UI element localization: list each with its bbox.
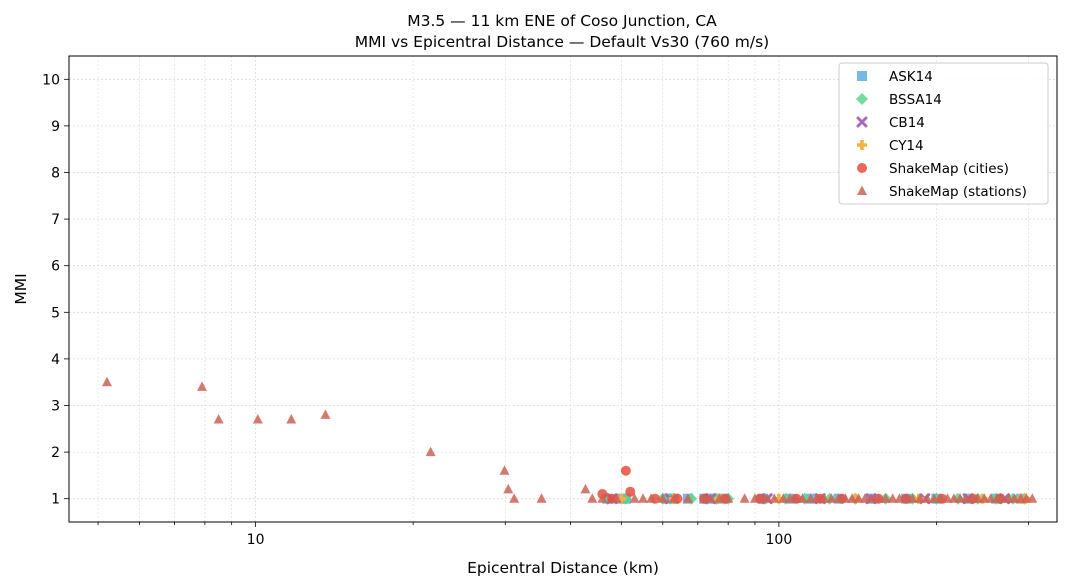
data-point [929, 493, 940, 503]
data-point [682, 493, 693, 503]
data-point [723, 493, 734, 503]
data-point [1009, 493, 1020, 503]
y-tick-label: 1 [51, 492, 60, 508]
data-point [657, 493, 668, 503]
y-tick-label: 4 [51, 352, 60, 368]
data-point [819, 493, 830, 503]
legend-marker [856, 93, 868, 105]
legend-entry: BSSA14 [889, 92, 942, 108]
data-point [797, 493, 808, 503]
y-tick-label: 2 [51, 445, 60, 461]
data-point [979, 493, 990, 503]
data-point [887, 493, 898, 503]
legend-entry: ASK14 [889, 69, 933, 85]
data-point [749, 493, 760, 503]
y-tick-label: 6 [51, 259, 60, 275]
legend-entry: ShakeMap (stations) [889, 184, 1027, 200]
data-point [509, 493, 520, 503]
data-point [894, 493, 905, 503]
data-point [873, 493, 884, 503]
legend-marker [857, 185, 867, 195]
y-tick-label: 10 [42, 72, 60, 88]
data-point [705, 493, 716, 503]
legend-marker [857, 71, 867, 81]
data-point [784, 493, 795, 503]
data-point [536, 493, 547, 503]
data-point [625, 486, 636, 497]
y-tick-label: 9 [51, 119, 60, 135]
data-point [739, 493, 750, 503]
data-point [853, 493, 864, 503]
data-point [714, 493, 725, 503]
data-point [499, 465, 510, 475]
y-tick-label: 8 [51, 166, 60, 182]
data-point [762, 493, 773, 503]
data-point [778, 493, 789, 503]
data-point [101, 376, 112, 387]
y-tick-label: 3 [51, 399, 60, 415]
x-tick-label: 100 [766, 532, 793, 548]
data-point [922, 493, 933, 503]
data-point [197, 381, 208, 391]
data-point [866, 493, 877, 503]
data-point [611, 493, 622, 503]
legend-entry: ShakeMap (cities) [889, 161, 1009, 177]
data-point [914, 493, 925, 503]
data-point [587, 493, 598, 503]
data-point [769, 493, 780, 503]
data-point [425, 446, 436, 457]
data-point [833, 493, 844, 503]
legend-box [838, 62, 1049, 205]
data-point [811, 493, 822, 503]
legend-marker [856, 116, 868, 128]
data-point [972, 493, 983, 503]
data-point [1027, 493, 1038, 503]
data-point [252, 413, 263, 424]
data-point [935, 493, 946, 503]
data-point [620, 465, 631, 476]
legend: ASK14 BSSA14 CB14 CY14 ShakeMap (cities) Shak… [838, 62, 1049, 205]
y-tick-label: 7 [51, 212, 60, 228]
y-axis-label: MMI [12, 273, 30, 304]
data-point [901, 493, 912, 503]
plot-area [101, 376, 1038, 505]
data-point [503, 483, 514, 494]
data-point [580, 483, 591, 494]
chart-subtitle: MMI vs Epicentral Distance — Default Vs3… [355, 33, 769, 51]
data-point [646, 493, 657, 503]
data-point [907, 493, 918, 503]
axes: 10 100 1 2 3 4 5 6 7 8 9 10 [42, 72, 1029, 548]
data-point [826, 493, 837, 503]
data-point [286, 413, 297, 424]
chart-title: M3.5 — 11 km ENE of Coso Junction, CA [407, 12, 717, 30]
data-point [880, 493, 891, 503]
data-point [638, 493, 649, 503]
x-tick-label: 10 [247, 532, 265, 548]
y-tick-label: 5 [51, 305, 60, 321]
data-point [847, 493, 858, 503]
plot-frame [68, 55, 1058, 523]
data-point [668, 493, 679, 503]
data-point [942, 493, 953, 503]
legend-marker [857, 163, 867, 173]
data-point [597, 493, 608, 503]
data-point [840, 493, 851, 503]
legend-marker [857, 140, 867, 150]
grid [69, 56, 1057, 522]
data-point [320, 409, 331, 419]
legend-entry: CB14 [889, 115, 925, 131]
data-point [213, 413, 224, 424]
legend-entry: CY14 [889, 138, 924, 154]
series-shakemap-stations- [101, 376, 1038, 503]
x-axis-label: Epicentral Distance (km) [467, 559, 659, 577]
data-point [629, 493, 640, 503]
